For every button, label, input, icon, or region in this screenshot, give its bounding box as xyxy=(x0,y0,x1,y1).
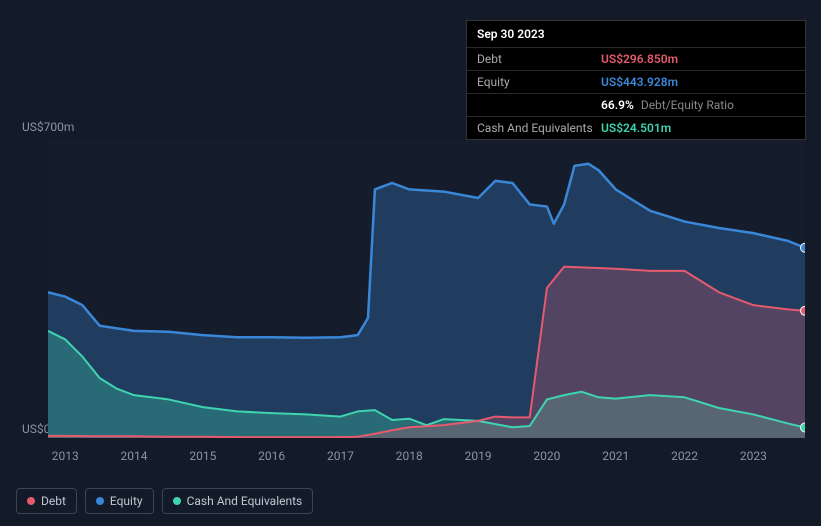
y-axis-top-label: US$700m xyxy=(22,120,74,134)
y-axis-bottom-label: US$0 xyxy=(22,422,50,436)
x-axis-label: 2014 xyxy=(121,449,148,463)
tooltip-row-label: Cash And Equivalents xyxy=(477,121,601,135)
x-axis-label: 2016 xyxy=(258,449,285,463)
debt-end-marker xyxy=(801,306,806,315)
x-axis-label: 2017 xyxy=(327,449,354,463)
x-axis-label: 2020 xyxy=(533,449,560,463)
tooltip-row-suffix: Debt/Equity Ratio xyxy=(638,98,734,112)
tooltip-row: 66.9% Debt/Equity Ratio xyxy=(467,93,805,116)
tooltip-row-label: Equity xyxy=(477,75,601,89)
cash-end-marker xyxy=(801,423,806,432)
chart-svg xyxy=(48,138,805,438)
financials-chart: US$700m US$0 201320142015201620172018201… xyxy=(16,120,805,470)
tooltip-row: DebtUS$296.850m xyxy=(467,47,805,70)
x-axis-label: 2021 xyxy=(602,449,629,463)
legend-dot xyxy=(96,497,104,505)
tooltip-row-label: Debt xyxy=(477,52,601,66)
legend-item-cash-and-equivalents[interactable]: Cash And Equivalents xyxy=(162,488,314,514)
legend-label: Debt xyxy=(41,494,66,508)
chart-legend: Debt Equity Cash And Equivalents xyxy=(16,488,313,514)
x-axis-labels: 2013 2014 2015 2016 2017 2018 2019 2020 2021 2022… xyxy=(48,449,805,465)
x-axis-label: 2023 xyxy=(740,449,767,463)
legend-item-equity[interactable]: Equity xyxy=(85,488,154,514)
tooltip-row-value: 66.9% Debt/Equity Ratio xyxy=(601,98,734,112)
x-axis-label: 2015 xyxy=(189,449,216,463)
tooltip-row-label xyxy=(477,98,601,112)
tooltip-row: Cash And EquivalentsUS$24.501m xyxy=(467,116,805,139)
tooltip-rows: DebtUS$296.850mEquityUS$443.928m66.9% De… xyxy=(467,47,805,139)
legend-label: Equity xyxy=(110,494,143,508)
tooltip-row-value: US$296.850m xyxy=(601,52,678,66)
equity-end-marker xyxy=(801,243,806,252)
x-axis-label: 2018 xyxy=(396,449,423,463)
x-axis-label: 2022 xyxy=(671,449,698,463)
tooltip-date: Sep 30 2023 xyxy=(467,21,805,47)
tooltip-row-value: US$24.501m xyxy=(601,121,671,135)
x-axis-label: 2019 xyxy=(465,449,492,463)
legend-dot xyxy=(27,497,35,505)
tooltip-row: EquityUS$443.928m xyxy=(467,70,805,93)
legend-item-debt[interactable]: Debt xyxy=(16,488,77,514)
x-axis-label: 2013 xyxy=(52,449,79,463)
tooltip-row-value: US$443.928m xyxy=(601,75,678,89)
chart-plot-area[interactable] xyxy=(48,138,805,438)
data-tooltip: Sep 30 2023 DebtUS$296.850mEquityUS$443.… xyxy=(466,20,806,140)
legend-label: Cash And Equivalents xyxy=(187,494,303,508)
legend-dot xyxy=(173,497,181,505)
